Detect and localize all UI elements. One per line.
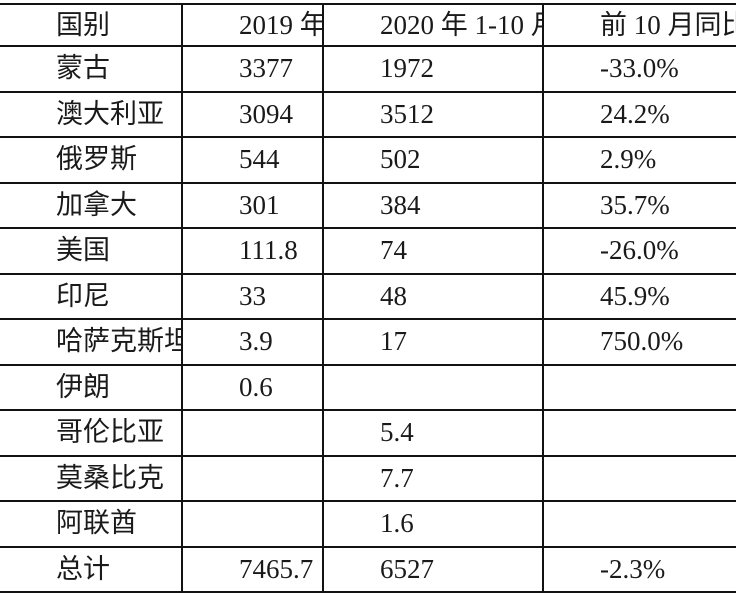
country-cell: 美国: [0, 227, 182, 274]
value-2019-cell: 33: [181, 272, 323, 319]
country-cell: 加拿大: [0, 181, 182, 228]
value-2019-cell: [181, 409, 323, 456]
column-header-2020-jan-oct: 2020 年 1-10 月: [322, 3, 543, 46]
value-2020-cell: 384: [322, 181, 543, 228]
country-cell: 俄罗斯: [0, 136, 182, 183]
table-row-uae: 阿联酋 1.6: [0, 500, 736, 547]
yoy-cell: [542, 454, 736, 501]
table-row-iran: 伊朗 0.6: [0, 363, 736, 410]
yoy-cell: [542, 500, 736, 547]
country-cell: 澳大利亚: [0, 90, 182, 137]
country-cell: 总计: [0, 545, 182, 593]
yoy-cell: 35.7%: [542, 181, 736, 228]
table-row-australia: 澳大利亚 3094 3512 24.2%: [0, 90, 736, 137]
value-2020-cell: [322, 363, 543, 410]
country-coal-import-table: 国别 2019 年 2020 年 1-10 月 前 10 月同比 蒙古 3377…: [0, 3, 736, 593]
table-row-usa: 美国 111.8 74 -26.0%: [0, 227, 736, 274]
value-2019-cell: 3377: [181, 45, 323, 92]
country-cell: 伊朗: [0, 363, 182, 410]
yoy-cell: [542, 409, 736, 456]
table-row-indonesia: 印尼 33 48 45.9%: [0, 272, 736, 319]
country-cell: 哈萨克斯坦: [0, 318, 182, 365]
country-cell: 哥伦比亚: [0, 409, 182, 456]
value-2020-cell: 5.4: [322, 409, 543, 456]
column-header-country: 国别: [0, 3, 182, 46]
table-row-colombia: 哥伦比亚 5.4: [0, 409, 736, 456]
value-2019-cell: 7465.7: [181, 545, 323, 593]
value-2020-cell: 3512: [322, 90, 543, 137]
column-header-first10m-yoy: 前 10 月同比: [542, 3, 736, 46]
yoy-cell: 2.9%: [542, 136, 736, 183]
value-2020-cell: 1.6: [322, 500, 543, 547]
header-row: 国别 2019 年 2020 年 1-10 月 前 10 月同比: [0, 3, 736, 46]
value-2020-cell: 7.7: [322, 454, 543, 501]
table-row-mongolia: 蒙古 3377 1972 -33.0%: [0, 45, 736, 92]
yoy-cell: 45.9%: [542, 272, 736, 319]
country-cell: 阿联酋: [0, 500, 182, 547]
value-2020-cell: 6527: [322, 545, 543, 593]
yoy-cell: 750.0%: [542, 318, 736, 365]
value-2019-cell: [181, 454, 323, 501]
table-row-russia: 俄罗斯 544 502 2.9%: [0, 136, 736, 183]
yoy-cell: 24.2%: [542, 90, 736, 137]
yoy-cell: [542, 363, 736, 410]
value-2019-cell: 111.8: [181, 227, 323, 274]
value-2020-cell: 502: [322, 136, 543, 183]
value-2019-cell: [181, 500, 323, 547]
yoy-cell: -2.3%: [542, 545, 736, 593]
value-2019-cell: 3094: [181, 90, 323, 137]
value-2019-cell: 301: [181, 181, 323, 228]
value-2020-cell: 17: [322, 318, 543, 365]
value-2020-cell: 74: [322, 227, 543, 274]
country-cell: 莫桑比克: [0, 454, 182, 501]
value-2020-cell: 48: [322, 272, 543, 319]
value-2020-cell: 1972: [322, 45, 543, 92]
table-row-kazakhstan: 哈萨克斯坦 3.9 17 750.0%: [0, 318, 736, 365]
country-cell: 印尼: [0, 272, 182, 319]
yoy-cell: -33.0%: [542, 45, 736, 92]
table-row-mozambique: 莫桑比克 7.7: [0, 454, 736, 501]
value-2019-cell: 544: [181, 136, 323, 183]
table-row-total: 总计 7465.7 6527 -2.3%: [0, 545, 736, 593]
value-2019-cell: 3.9: [181, 318, 323, 365]
value-2019-cell: 0.6: [181, 363, 323, 410]
yoy-cell: -26.0%: [542, 227, 736, 274]
table-row-canada: 加拿大 301 384 35.7%: [0, 181, 736, 228]
column-header-2019: 2019 年: [181, 3, 323, 46]
country-cell: 蒙古: [0, 45, 182, 92]
